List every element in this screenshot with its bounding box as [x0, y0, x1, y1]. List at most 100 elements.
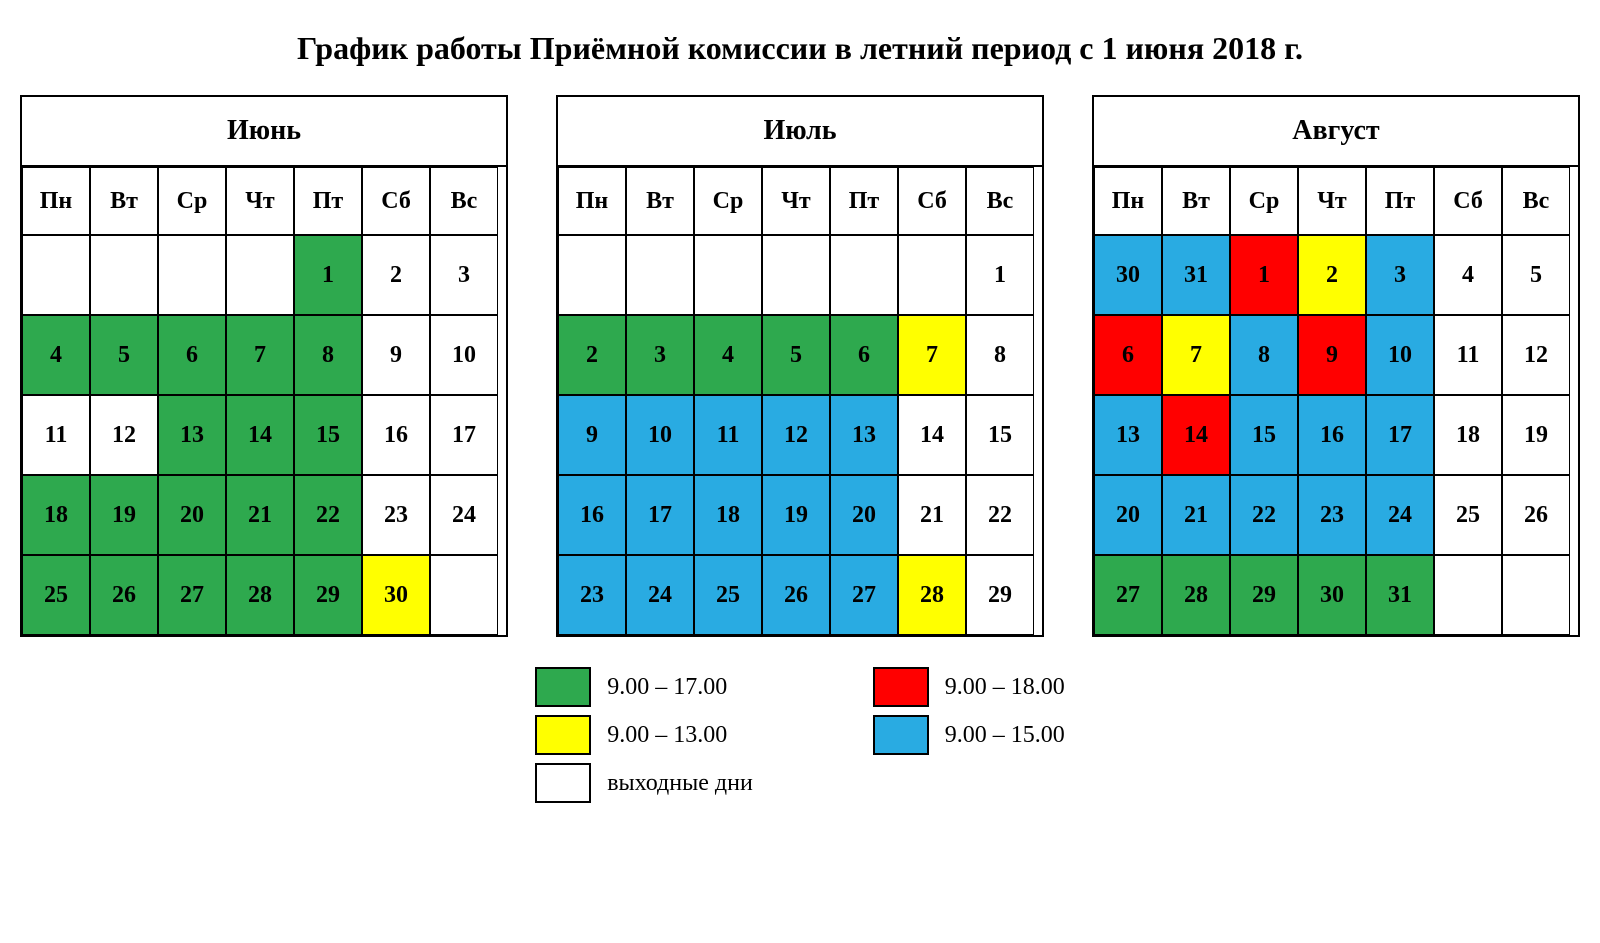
legend-item: 9.00 – 13.00 [535, 715, 753, 755]
calendar-cell: 10 [1366, 315, 1434, 395]
calendar-cell: 18 [694, 475, 762, 555]
month-table: ИюльПнВтСрЧтПтСбВс1234567891011121314151… [556, 95, 1044, 637]
calendar-cell: 11 [1434, 315, 1502, 395]
calendar-cell: 4 [1434, 235, 1502, 315]
calendar-cell: 23 [362, 475, 430, 555]
months-row: ИюньПнВтСрЧтПтСбВс1234567891011121314151… [20, 95, 1580, 637]
day-of-week-header: Вс [430, 167, 498, 235]
calendar-cell: 6 [1094, 315, 1162, 395]
calendar-cell: 23 [558, 555, 626, 635]
calendar-cell: 28 [1162, 555, 1230, 635]
calendar-cell: 23 [1298, 475, 1366, 555]
calendar-cell: 13 [830, 395, 898, 475]
month-name: Июнь [22, 97, 506, 167]
calendar-cell: 4 [694, 315, 762, 395]
calendar-cell [90, 235, 158, 315]
month-grid: ПнВтСрЧтПтСбВс12345678910111213141516171… [558, 167, 1042, 635]
calendar-cell: 25 [694, 555, 762, 635]
calendar-cell: 3 [1366, 235, 1434, 315]
calendar-cell: 3 [626, 315, 694, 395]
calendar-cell [22, 235, 90, 315]
calendar-cell: 27 [830, 555, 898, 635]
legend-label: выходные дни [607, 770, 753, 797]
day-of-week-header: Пн [558, 167, 626, 235]
legend-label: 9.00 – 18.00 [945, 674, 1065, 701]
day-of-week-header: Пн [1094, 167, 1162, 235]
page-title: График работы Приёмной комиссии в летний… [20, 30, 1580, 67]
calendar-cell: 5 [762, 315, 830, 395]
calendar-cell: 25 [1434, 475, 1502, 555]
month-name: Июль [558, 97, 1042, 167]
calendar-cell: 16 [558, 475, 626, 555]
day-of-week-header: Чт [226, 167, 294, 235]
calendar-cell: 19 [1502, 395, 1570, 475]
calendar-cell: 19 [90, 475, 158, 555]
month-table: АвгустПнВтСрЧтПтСбВс30311234567891011121… [1092, 95, 1580, 637]
day-of-week-header: Чт [762, 167, 830, 235]
calendar-cell [898, 235, 966, 315]
calendar-cell [762, 235, 830, 315]
calendar-cell: 31 [1366, 555, 1434, 635]
calendar-cell: 13 [1094, 395, 1162, 475]
calendar-cell [830, 235, 898, 315]
calendar-cell: 16 [362, 395, 430, 475]
legend-swatch [535, 763, 591, 803]
calendar-cell: 7 [1162, 315, 1230, 395]
calendar-cell: 30 [1094, 235, 1162, 315]
calendar-cell: 10 [626, 395, 694, 475]
calendar-cell: 8 [966, 315, 1034, 395]
day-of-week-header: Ср [694, 167, 762, 235]
calendar-cell: 30 [362, 555, 430, 635]
legend-label: 9.00 – 15.00 [945, 722, 1065, 749]
calendar-cell: 8 [294, 315, 362, 395]
calendar-cell: 9 [1298, 315, 1366, 395]
day-of-week-header: Сб [898, 167, 966, 235]
legend-col-left: 9.00 – 17.00 9.00 – 13.00 выходные дни [535, 667, 753, 803]
calendar-cell: 18 [22, 475, 90, 555]
calendar-cell: 9 [558, 395, 626, 475]
legend-label: 9.00 – 13.00 [607, 722, 727, 749]
calendar-cell: 29 [1230, 555, 1298, 635]
legend-swatch [873, 715, 929, 755]
month-grid: ПнВтСрЧтПтСбВс30311234567891011121314151… [1094, 167, 1578, 635]
calendar-cell: 20 [830, 475, 898, 555]
day-of-week-header: Вс [966, 167, 1034, 235]
calendar-cell: 4 [22, 315, 90, 395]
day-of-week-header: Пт [1366, 167, 1434, 235]
calendar-cell: 17 [430, 395, 498, 475]
calendar-cell: 2 [1298, 235, 1366, 315]
calendar-cell: 1 [966, 235, 1034, 315]
legend-item: 9.00 – 18.00 [873, 667, 1065, 707]
calendar-cell: 31 [1162, 235, 1230, 315]
calendar-cell: 22 [1230, 475, 1298, 555]
legend-swatch [873, 667, 929, 707]
day-of-week-header: Вт [90, 167, 158, 235]
calendar-cell: 15 [1230, 395, 1298, 475]
calendar-cell: 11 [694, 395, 762, 475]
calendar-cell: 5 [1502, 235, 1570, 315]
calendar-cell: 15 [294, 395, 362, 475]
calendar-cell: 13 [158, 395, 226, 475]
day-of-week-header: Вт [1162, 167, 1230, 235]
calendar-cell: 21 [226, 475, 294, 555]
calendar-cell: 10 [430, 315, 498, 395]
day-of-week-header: Пн [22, 167, 90, 235]
calendar-cell: 7 [226, 315, 294, 395]
legend-swatch [535, 715, 591, 755]
calendar-cell [158, 235, 226, 315]
calendar-cell [558, 235, 626, 315]
calendar-cell: 16 [1298, 395, 1366, 475]
calendar-cell: 24 [1366, 475, 1434, 555]
calendar-cell: 20 [1094, 475, 1162, 555]
calendar-cell: 28 [898, 555, 966, 635]
calendar-cell: 12 [90, 395, 158, 475]
calendar-cell: 14 [898, 395, 966, 475]
legend-item: 9.00 – 15.00 [873, 715, 1065, 755]
calendar-cell: 9 [362, 315, 430, 395]
calendar-cell: 6 [158, 315, 226, 395]
legend-item: 9.00 – 17.00 [535, 667, 753, 707]
calendar-cell: 24 [626, 555, 694, 635]
calendar-cell: 21 [898, 475, 966, 555]
calendar-cell: 2 [362, 235, 430, 315]
day-of-week-header: Пт [294, 167, 362, 235]
